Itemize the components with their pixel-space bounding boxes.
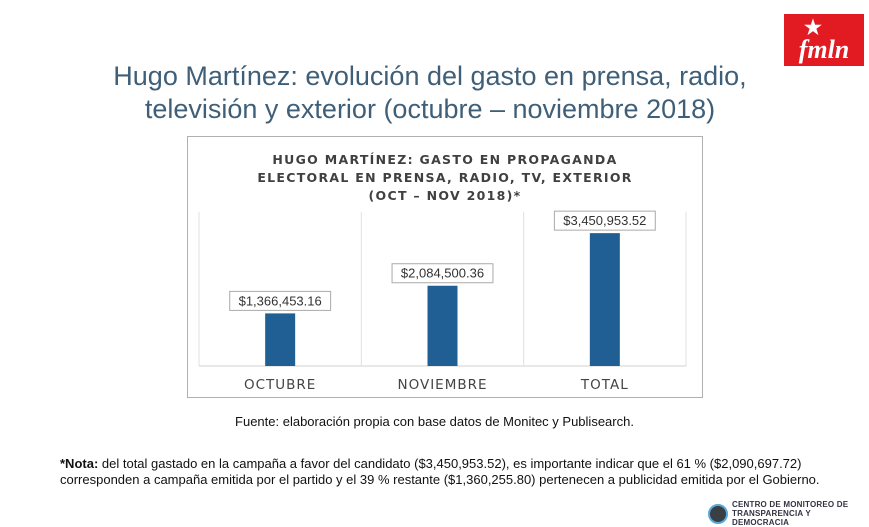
footer-logo-text: CENTRO DE MONITOREO DE TRANSPARENCIA Y D… <box>732 500 849 527</box>
bar-octubre <box>265 313 296 366</box>
chart-title-line: ELECTORAL EN PRENSA, RADIO, TV, EXTERIOR <box>257 170 632 185</box>
note-label: *Nota: <box>60 456 99 471</box>
note-text: del total gastado en la campaña a favor … <box>60 456 820 487</box>
data-label: $3,450,953.52 <box>563 213 646 228</box>
data-label-box <box>553 210 656 231</box>
chart-title-line: (OCT – NOV 2018)* <box>369 188 522 203</box>
data-label: $2,084,500.36 <box>401 266 484 281</box>
data-label-box <box>229 290 332 311</box>
bar-chart: HUGO MARTÍNEZ: GASTO EN PROPAGANDA ELECTO… <box>198 152 687 393</box>
data-label-box <box>391 263 494 284</box>
category-label: OCTUBRE <box>244 377 316 393</box>
category-label: NOVIEMBRE <box>397 377 487 393</box>
star-icon: ★ <box>804 17 822 39</box>
slide-title-line1: Hugo Martínez: evolución del gasto en pr… <box>113 61 747 91</box>
slide-title: Hugo Martínez: evolución del gasto en pr… <box>60 60 800 126</box>
slide-title-line2: televisión y exterior (octubre – noviemb… <box>144 94 716 124</box>
logo-text: fmln <box>798 35 850 64</box>
bar-noviembre <box>427 285 458 366</box>
note: *Nota: del total gastado en la campaña a… <box>60 456 840 488</box>
fmln-logo: ★ fmln <box>784 14 864 66</box>
chart-frame: HUGO MARTÍNEZ: GASTO EN PROPAGANDA ELECTO… <box>187 136 703 398</box>
data-label: $1,366,453.16 <box>239 293 322 308</box>
source-text: Fuente: elaboración propia con base dato… <box>235 414 634 429</box>
footer-logo: CENTRO DE MONITOREO DE TRANSPARENCIA Y D… <box>708 500 864 527</box>
eye-icon <box>708 503 728 524</box>
chart-title-line: HUGO MARTÍNEZ: GASTO EN PROPAGANDA <box>272 152 617 167</box>
category-label: TOTAL <box>580 377 629 393</box>
bar-total <box>589 233 620 366</box>
